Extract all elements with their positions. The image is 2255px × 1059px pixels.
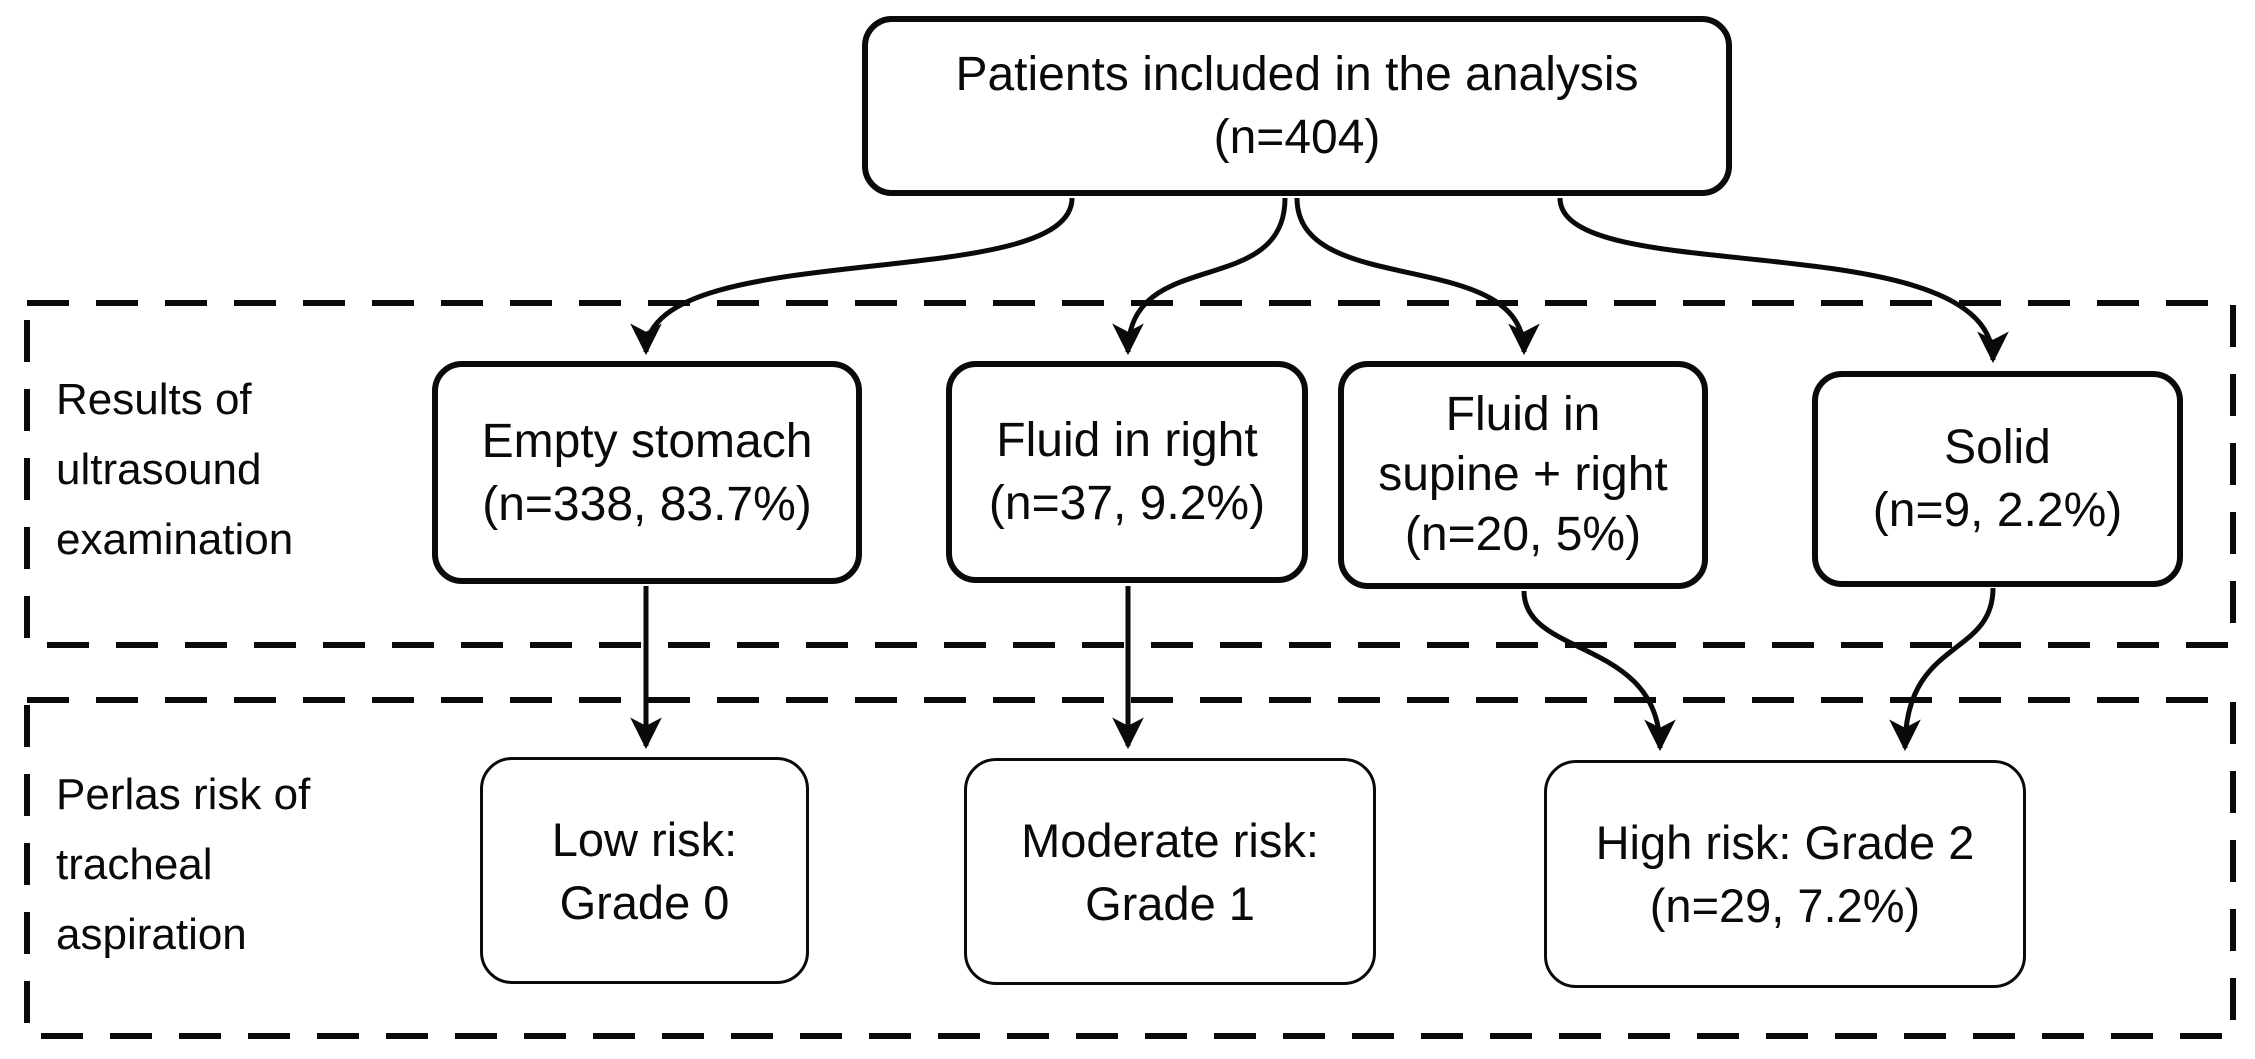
- node-fluid-right-label: Fluid in right (n=37, 9.2%): [988, 414, 1266, 530]
- node-high-risk: High risk: Grade 2 (n=29, 7.2%): [1544, 760, 2026, 988]
- node-moderate-risk-label: Moderate risk: Grade 1: [1021, 813, 1319, 930]
- node-moderate-risk: Moderate risk: Grade 1: [964, 758, 1376, 985]
- ultrasound-region-border: [24, 300, 2236, 648]
- node-low-risk: Low risk: Grade 0: [480, 757, 809, 984]
- arrow-solid-to-high-risk: [1889, 587, 1996, 752]
- arrow-root-to-fluid-supine-right: [1294, 197, 1540, 356]
- region-label-perlas: Perlas risk of tracheal aspiration: [56, 770, 311, 959]
- node-patients-included: Patients included in the analysis (n=404…: [862, 16, 1732, 196]
- node-empty-stomach: Empty stomach (n=338, 83.7%): [432, 361, 862, 584]
- risk-region-border: [24, 697, 2236, 1039]
- node-high-risk-label: High risk: Grade 2 (n=29, 7.2%): [1595, 816, 1975, 932]
- arrow-root-to-solid: [1557, 197, 2009, 364]
- node-solid-label: Solid (n=9, 2.2%): [1872, 421, 2123, 537]
- arrow-fluid-supine-right-to-high-risk: [1521, 590, 1676, 752]
- arrow-root-to-empty-stomach: [630, 197, 1075, 356]
- node-fluid-supine-right: Fluid in supine + right (n=20, 5%): [1338, 361, 1708, 589]
- region-label-ultrasound: Results of ultrasound examination: [56, 375, 294, 564]
- node-solid: Solid (n=9, 2.2%): [1812, 371, 2183, 587]
- node-fluid-right: Fluid in right (n=37, 9.2%): [946, 361, 1308, 583]
- node-empty-stomach-label: Empty stomach (n=338, 83.7%): [481, 414, 813, 531]
- node-patients-included-label: Patients included in the analysis (n=404…: [955, 48, 1639, 164]
- node-fluid-supine-right-label: Fluid in supine + right (n=20, 5%): [1378, 388, 1668, 561]
- arrow-root-to-fluid-right: [1112, 197, 1288, 356]
- node-low-risk-label: Low risk: Grade 0: [551, 812, 738, 929]
